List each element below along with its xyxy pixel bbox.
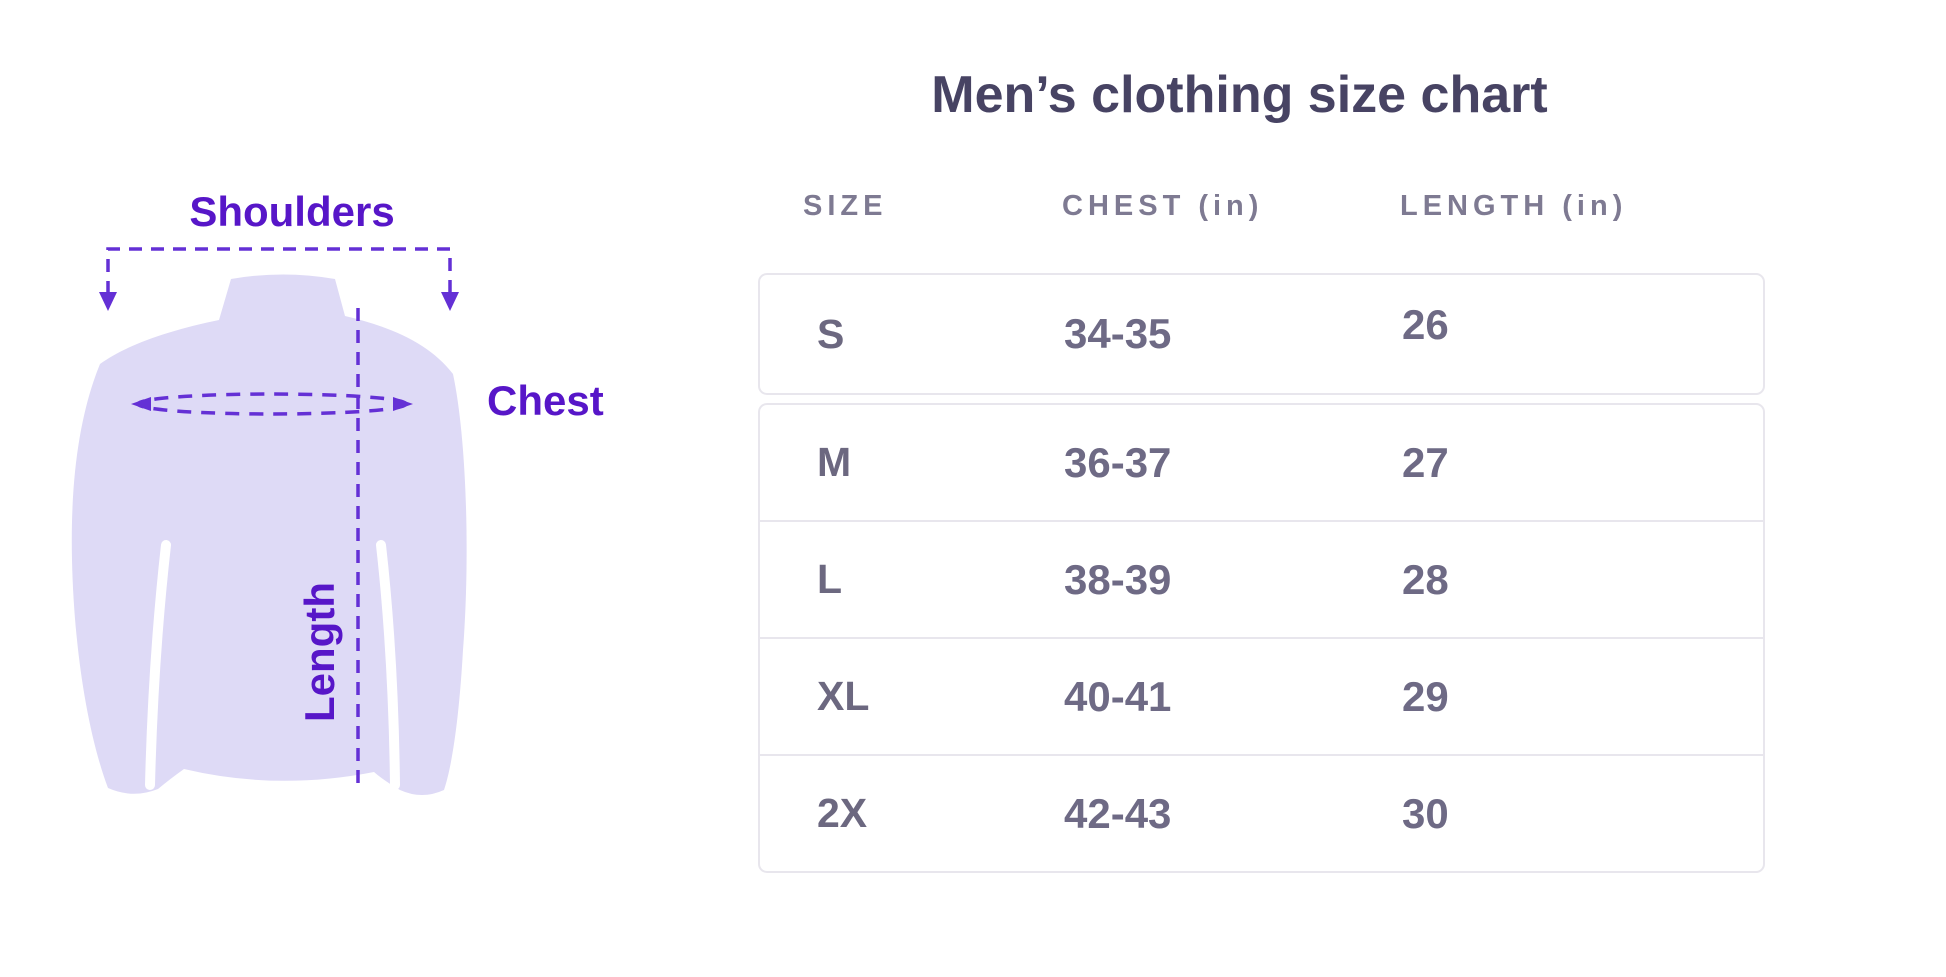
shoulders-measure-line (106, 247, 452, 294)
shoulders-label: Shoulders (189, 188, 394, 235)
cell-length: 28 (1402, 555, 1449, 603)
chart-title: Men’s clothing size chart (931, 66, 1548, 124)
cell-length: 27 (1402, 438, 1449, 486)
arrow-left-icon (131, 397, 151, 411)
cell-size: 2X (817, 790, 868, 836)
sleeve-gap-right (376, 540, 400, 790)
cell-size: L (817, 556, 843, 602)
sleeve-gap-left (145, 540, 171, 790)
shirt-silhouette (71, 274, 467, 795)
column-header-size: SIZE (803, 190, 888, 222)
cell-length: 26 (1402, 301, 1449, 348)
table-row: M 36-37 27 (760, 405, 1763, 520)
table-row: 2X 42-43 30 (760, 754, 1763, 871)
column-header-chest: CHEST (in) (1062, 190, 1264, 222)
cell-chest: 38-39 (1064, 555, 1172, 603)
table-row: L 38-39 28 (760, 520, 1763, 637)
cell-chest: 42-43 (1064, 789, 1172, 837)
arrow-down-left-icon (99, 292, 117, 311)
cell-chest: 34-35 (1064, 310, 1172, 357)
chest-label: Chest (487, 377, 604, 424)
cell-length: 30 (1402, 789, 1449, 837)
cell-chest: 36-37 (1064, 438, 1172, 486)
table-section-top: S 34-35 26 (758, 273, 1765, 395)
cell-size: M (817, 439, 852, 485)
table-section-bottom: M 36-37 27 L 38-39 28 XL 40-41 29 2X 42-… (758, 403, 1765, 873)
cell-size: S (817, 310, 845, 357)
cell-length: 29 (1402, 672, 1449, 720)
length-label: Length (296, 582, 343, 722)
cell-size: XL (817, 673, 870, 719)
table-row: S 34-35 26 (760, 275, 1763, 393)
arrow-down-right-icon (441, 292, 459, 311)
arrow-right-icon (393, 397, 413, 411)
cell-chest: 40-41 (1064, 672, 1172, 720)
column-header-length: LENGTH (in) (1400, 190, 1628, 222)
shirt-measurement-diagram: Shoulders Chest Length (71, 188, 604, 795)
table-row: XL 40-41 29 (760, 637, 1763, 754)
table-header-row: SIZE CHEST (in) LENGTH (in) (758, 190, 1765, 222)
